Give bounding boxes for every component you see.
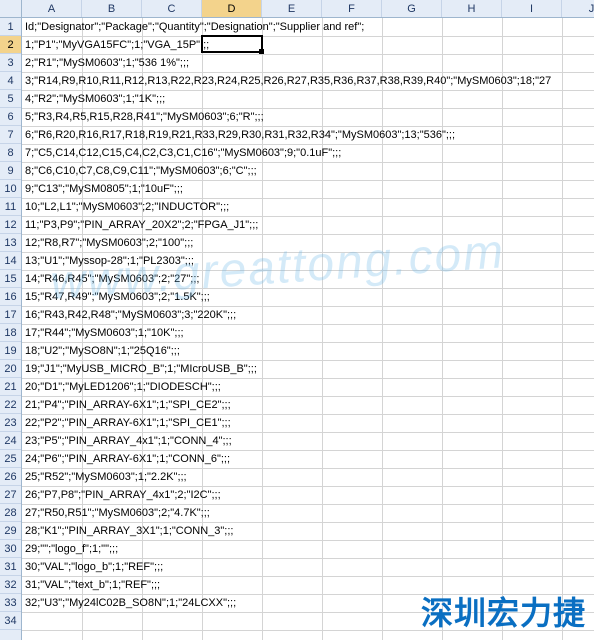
row-head-27[interactable]: 27 (0, 486, 21, 504)
cell-row-30[interactable]: 29;"";"logo_f";1;"";;; (22, 540, 594, 558)
cell-row-2[interactable]: 1;"P1";"MyVGA15FC";1;"VGA_15P";;; (22, 36, 594, 54)
cell-row-5[interactable]: 4;"R2";"MySM0603";1;"1K";;; (22, 90, 594, 108)
row-head-5[interactable]: 5 (0, 90, 21, 108)
row-head-30[interactable]: 30 (0, 540, 21, 558)
row-head-15[interactable]: 15 (0, 270, 21, 288)
row-head-34[interactable]: 34 (0, 612, 21, 630)
cell-row-15[interactable]: 14;"R46,R45";"MySM0603";2;"27";;; (22, 270, 594, 288)
cell-grid[interactable]: Id;"Designator";"Package";"Quantity";"De… (22, 18, 594, 640)
row-head-10[interactable]: 10 (0, 180, 21, 198)
cell-row-11[interactable]: 10;"L2,L1";"MySM0603";2;"INDUCTOR";;; (22, 198, 594, 216)
row-head-4[interactable]: 4 (0, 72, 21, 90)
row-head-32[interactable]: 32 (0, 576, 21, 594)
cell-row-27[interactable]: 26;"P7,P8";"PIN_ARRAY_4x1";2;"I2C";;; (22, 486, 594, 504)
row-head-12[interactable]: 12 (0, 216, 21, 234)
row-head-2[interactable]: 2 (0, 36, 21, 54)
row-head-28[interactable]: 28 (0, 504, 21, 522)
row-head-18[interactable]: 18 (0, 324, 21, 342)
cell-row-6[interactable]: 5;"R3,R4,R5,R15,R28,R41";"MySM0603";6;"R… (22, 108, 594, 126)
row-head-17[interactable]: 17 (0, 306, 21, 324)
row-head-24[interactable]: 24 (0, 432, 21, 450)
row-head-19[interactable]: 19 (0, 342, 21, 360)
row-head-20[interactable]: 20 (0, 360, 21, 378)
col-head-d[interactable]: D (202, 0, 262, 17)
col-head-h[interactable]: H (442, 0, 502, 17)
cell-row-12[interactable]: 11;"P3,P9";"PIN_ARRAY_20X2";2;"FPGA_J1";… (22, 216, 594, 234)
col-head-b[interactable]: B (82, 0, 142, 17)
cell-row-23[interactable]: 22;"P2";"PIN_ARRAY-6X1";1;"SPI_CE1";;; (22, 414, 594, 432)
row-head-9[interactable]: 9 (0, 162, 21, 180)
cell-row-13[interactable]: 12;"R8,R7";"MySM0603";2;"100";;; (22, 234, 594, 252)
row-head-14[interactable]: 14 (0, 252, 21, 270)
col-head-i[interactable]: I (502, 0, 562, 17)
row-head-25[interactable]: 25 (0, 450, 21, 468)
cell-row-18[interactable]: 17;"R44";"MySM0603";1;"10K";;; (22, 324, 594, 342)
cell-row-14[interactable]: 13;"U1";"Myssop-28";1;"PL2303";;; (22, 252, 594, 270)
cell-row-34[interactable] (22, 612, 594, 630)
row-head-13[interactable]: 13 (0, 234, 21, 252)
row-head-7[interactable]: 7 (0, 126, 21, 144)
cell-row-7[interactable]: 6;"R6,R20,R16,R17,R18,R19,R21,R33,R29,R3… (22, 126, 594, 144)
col-head-f[interactable]: F (322, 0, 382, 17)
cell-row-25[interactable]: 24;"P6";"PIN_ARRAY-6X1";1;"CONN_6";;; (22, 450, 594, 468)
cell-row-33[interactable]: 32;"U3";"My24lC02B_SO8N";1;"24LCXX";;; (22, 594, 594, 612)
cell-row-32[interactable]: 31;"VAL";"text_b";1;"REF";;; (22, 576, 594, 594)
row-head-21[interactable]: 21 (0, 378, 21, 396)
row-head-8[interactable]: 8 (0, 144, 21, 162)
row-head-3[interactable]: 3 (0, 54, 21, 72)
col-head-g[interactable]: G (382, 0, 442, 17)
spreadsheet: ABCDEFGHIJ 12345678910111213141516171819… (0, 0, 594, 640)
cell-row-8[interactable]: 7;"C5,C14,C12,C15,C4,C2,C3,C1,C16";"MySM… (22, 144, 594, 162)
cell-row-20[interactable]: 19;"J1";"MyUSB_MICRO_B";1;"MIcroUSB_B";;… (22, 360, 594, 378)
row-head-26[interactable]: 26 (0, 468, 21, 486)
col-head-a[interactable]: A (22, 0, 82, 17)
cell-row-4[interactable]: 3;"R14,R9,R10,R11,R12,R13,R22,R23,R24,R2… (22, 72, 594, 90)
col-head-c[interactable]: C (142, 0, 202, 17)
row-head-22[interactable]: 22 (0, 396, 21, 414)
col-head-e[interactable]: E (262, 0, 322, 17)
cell-row-24[interactable]: 23;"P5";"PIN_ARRAY_4x1";1;"CONN_4";;; (22, 432, 594, 450)
rows-container: Id;"Designator";"Package";"Quantity";"De… (22, 18, 594, 630)
row-head-23[interactable]: 23 (0, 414, 21, 432)
row-head-16[interactable]: 16 (0, 288, 21, 306)
cell-row-22[interactable]: 21;"P4";"PIN_ARRAY-6X1";1;"SPI_CE2";;; (22, 396, 594, 414)
row-head-31[interactable]: 31 (0, 558, 21, 576)
cell-row-1[interactable]: Id;"Designator";"Package";"Quantity";"De… (22, 18, 594, 36)
cell-row-29[interactable]: 28;"K1";"PIN_ARRAY_3X1";1;"CONN_3";;; (22, 522, 594, 540)
row-head-33[interactable]: 33 (0, 594, 21, 612)
cell-row-19[interactable]: 18;"U2";"MySO8N";1;"25Q16";;; (22, 342, 594, 360)
cell-row-9[interactable]: 8;"C6,C10,C7,C8,C9,C11";"MySM0603";6;"C"… (22, 162, 594, 180)
cell-row-31[interactable]: 30;"VAL";"logo_b";1;"REF";;; (22, 558, 594, 576)
cell-row-16[interactable]: 15;"R47,R49";"MySM0603";2;"1.5K";;; (22, 288, 594, 306)
cell-row-10[interactable]: 9;"C13";"MySM0805";1;"10uF";;; (22, 180, 594, 198)
cell-row-28[interactable]: 27;"R50,R51";"MySM0603";2;"4.7K";;; (22, 504, 594, 522)
col-head-j[interactable]: J (562, 0, 594, 17)
row-head-1[interactable]: 1 (0, 18, 21, 36)
column-headers: ABCDEFGHIJ (22, 0, 594, 18)
cell-row-3[interactable]: 2;"R1";"MySM0603";1;"536 1%";;; (22, 54, 594, 72)
cell-row-21[interactable]: 20;"D1";"MyLED1206";1;"DIODESCH";;; (22, 378, 594, 396)
row-head-6[interactable]: 6 (0, 108, 21, 126)
cell-row-26[interactable]: 25;"R52";"MySM0603";1;"2.2K";;; (22, 468, 594, 486)
cell-row-17[interactable]: 16;"R43,R42,R48";"MySM0603";3;"220K";;; (22, 306, 594, 324)
row-head-29[interactable]: 29 (0, 522, 21, 540)
select-all-corner[interactable] (0, 0, 22, 18)
row-headers: 1234567891011121314151617181920212223242… (0, 18, 22, 640)
row-head-11[interactable]: 11 (0, 198, 21, 216)
